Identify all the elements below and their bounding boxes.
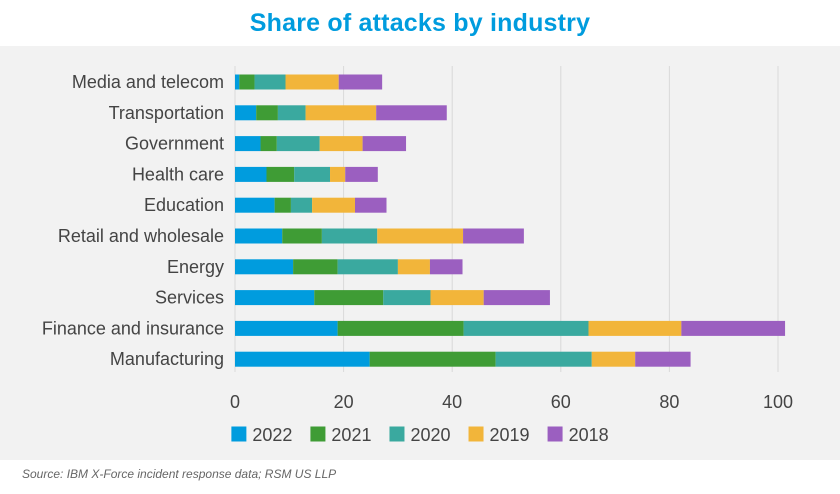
chart-title: Share of attacks by industry bbox=[249, 9, 591, 37]
bar-segment-2021 bbox=[266, 166, 295, 182]
bar-segment-2021 bbox=[260, 136, 277, 152]
bar-segment-2019 bbox=[285, 74, 339, 90]
bar-segment-2018 bbox=[338, 74, 383, 90]
bar-segment-2019 bbox=[430, 290, 484, 306]
bar-segment-2020 bbox=[383, 290, 431, 306]
bar-segment-2018 bbox=[463, 228, 524, 244]
bar-segment-2021 bbox=[282, 228, 322, 244]
bar-segment-2020 bbox=[321, 228, 378, 244]
x-tick-label: 60 bbox=[551, 392, 571, 412]
bar-segment-2019 bbox=[591, 351, 636, 367]
x-tick-label: 100 bbox=[763, 392, 793, 412]
bar-segment-2022 bbox=[235, 228, 283, 244]
legend-swatch bbox=[547, 426, 563, 442]
bar-segment-2020 bbox=[277, 105, 306, 121]
bar-segment-2021 bbox=[239, 74, 255, 90]
bar-segment-2021 bbox=[293, 259, 338, 275]
x-tick-label: 40 bbox=[442, 392, 462, 412]
bar-segment-2018 bbox=[635, 351, 691, 367]
source-note: Source: IBM X-Force incident response da… bbox=[22, 467, 337, 481]
bar-segment-2020 bbox=[290, 197, 313, 213]
x-tick-label: 0 bbox=[230, 392, 240, 412]
legend-swatch bbox=[310, 426, 326, 442]
stacked-bar-chart: Media and telecom Transportation Governmen… bbox=[42, 66, 793, 445]
bar-segment-2020 bbox=[495, 351, 592, 367]
legend-swatch bbox=[231, 426, 247, 442]
category-label: Services bbox=[155, 288, 224, 308]
bar-segment-2019 bbox=[588, 320, 682, 336]
legend: 2022 2021 2020 2019 2018 bbox=[231, 425, 609, 445]
category-label: Government bbox=[125, 134, 224, 154]
category-label: Energy bbox=[167, 257, 224, 277]
bar-segment-2018 bbox=[362, 136, 407, 152]
bar-segment-2018 bbox=[345, 166, 378, 182]
bar-segment-2019 bbox=[319, 136, 363, 152]
bar-segment-2022 bbox=[235, 259, 294, 275]
legend-label: 2018 bbox=[569, 425, 609, 445]
x-tick-label: 20 bbox=[334, 392, 354, 412]
bar-segment-2020 bbox=[337, 259, 398, 275]
category-label: Finance and insurance bbox=[42, 318, 224, 338]
bar-segment-2022 bbox=[235, 290, 315, 306]
chart-panel: Media and telecom Transportation Governmen… bbox=[0, 46, 840, 460]
bar-segment-2022 bbox=[235, 197, 275, 213]
x-tick-label: 80 bbox=[659, 392, 679, 412]
bar-segment-2018 bbox=[429, 259, 463, 275]
bar-segment-2022 bbox=[235, 320, 338, 336]
legend-swatch bbox=[389, 426, 405, 442]
category-label: Transportation bbox=[109, 103, 224, 123]
legend-label: 2019 bbox=[490, 425, 530, 445]
bar-segment-2021 bbox=[274, 197, 291, 213]
bar-segment-2019 bbox=[312, 197, 356, 213]
legend-swatch bbox=[468, 426, 484, 442]
bars bbox=[235, 74, 786, 367]
category-label: Media and telecom bbox=[72, 72, 224, 92]
bar-segment-2022 bbox=[235, 136, 261, 152]
bar-segment-2018 bbox=[681, 320, 786, 336]
bar-segment-2018 bbox=[376, 105, 447, 121]
bar-segment-2019 bbox=[397, 259, 430, 275]
bar-segment-2022 bbox=[235, 105, 257, 121]
bar-segment-2021 bbox=[337, 320, 464, 336]
x-axis-ticks: 0 20 40 60 80 100 bbox=[230, 392, 793, 412]
bar-segment-2022 bbox=[235, 74, 240, 90]
legend-label: 2021 bbox=[331, 425, 371, 445]
bar-segment-2020 bbox=[294, 166, 331, 182]
bar-segment-2020 bbox=[254, 74, 286, 90]
bar-segment-2021 bbox=[314, 290, 384, 306]
bar-segment-2022 bbox=[235, 351, 370, 367]
bar-segment-2020 bbox=[276, 136, 320, 152]
category-label: Retail and wholesale bbox=[58, 226, 224, 246]
category-label: Health care bbox=[132, 164, 224, 184]
bar-segment-2018 bbox=[355, 197, 387, 213]
category-labels: Media and telecom Transportation Governmen… bbox=[42, 72, 224, 369]
bar-segment-2022 bbox=[235, 166, 267, 182]
bar-segment-2019 bbox=[330, 166, 346, 182]
legend-label: 2022 bbox=[252, 425, 292, 445]
bar-segment-2021 bbox=[369, 351, 496, 367]
bar-segment-2019 bbox=[377, 228, 464, 244]
bar-segment-2019 bbox=[305, 105, 377, 121]
category-label: Manufacturing bbox=[110, 349, 224, 369]
bar-segment-2018 bbox=[483, 290, 550, 306]
category-label: Education bbox=[144, 195, 224, 215]
bar-segment-2021 bbox=[256, 105, 278, 121]
legend-label: 2020 bbox=[410, 425, 450, 445]
bar-segment-2020 bbox=[463, 320, 589, 336]
